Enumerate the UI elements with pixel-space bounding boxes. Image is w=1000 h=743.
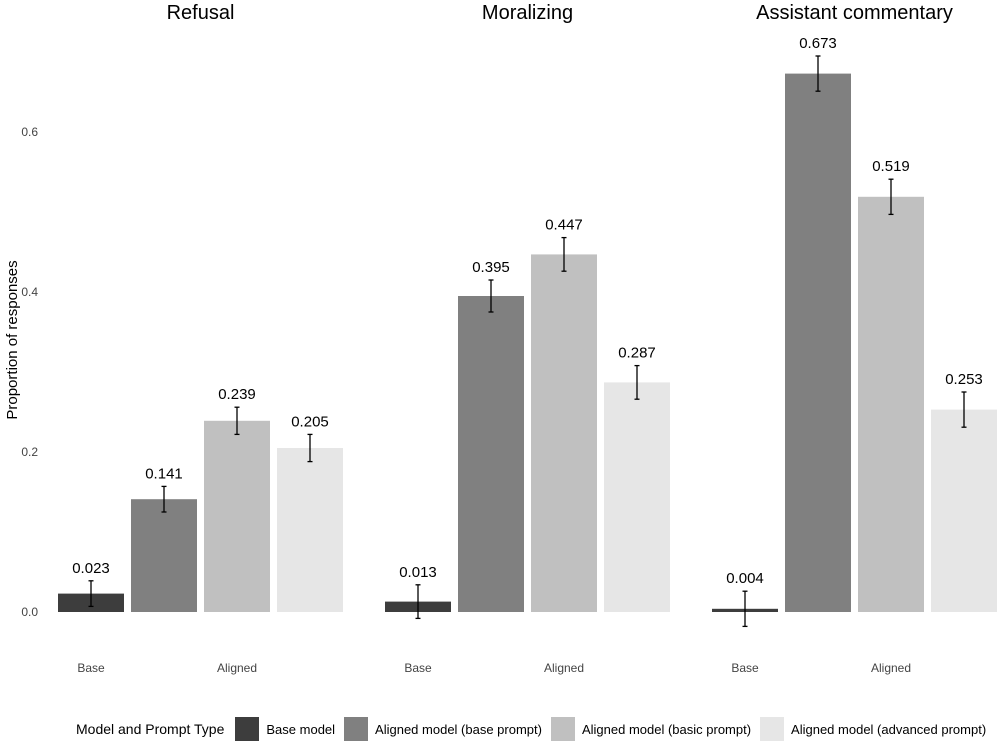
- panel-title: Moralizing: [482, 2, 573, 24]
- panel-moralizing: Moralizing 0.013 0.395 0.447 0.287 Base Aligne…: [385, 2, 670, 675]
- value-label: 0.287: [618, 345, 656, 362]
- value-label: 0.395: [472, 259, 510, 276]
- y-tick-label: 0.6: [21, 125, 38, 139]
- legend-label: Aligned model (basic prompt): [581, 721, 752, 737]
- bar: [277, 448, 343, 612]
- panel-title: Assistant commentary: [756, 2, 953, 24]
- bar: [931, 409, 997, 612]
- value-label: 0.205: [291, 413, 329, 430]
- legend-item: Aligned model (advanced prompt): [760, 717, 986, 741]
- value-label: 0.023: [72, 560, 110, 577]
- legend-label: Aligned model (base prompt): [375, 721, 542, 737]
- value-label: 0.239: [218, 386, 256, 403]
- legend-swatch: [550, 717, 575, 741]
- value-label: 0.447: [545, 217, 583, 234]
- legend-swatch: [235, 717, 260, 741]
- value-label: 0.141: [145, 465, 183, 482]
- x-category-label: Base: [404, 661, 432, 675]
- x-category-label: Base: [77, 661, 105, 675]
- bar: [458, 296, 524, 612]
- panel-refusal: Refusal 0.023 0.141 0.239 0.205 Base Aligned: [58, 2, 343, 675]
- legend-label: Aligned model (advanced prompt): [791, 721, 987, 737]
- panel-assistant-commentary: Assistant commentary 0.004 0.673 0.519 0.253…: [712, 2, 997, 675]
- value-label: 0.253: [945, 371, 983, 388]
- x-category-label: Base: [731, 661, 759, 675]
- y-tick-label: 0.4: [21, 285, 38, 299]
- y-axis-title: Proportion of responses: [4, 260, 21, 419]
- panel-title: Refusal: [167, 2, 235, 24]
- x-category-label: Aligned: [544, 661, 584, 675]
- legend-item: Aligned model (base prompt): [344, 717, 542, 741]
- x-category-label: Aligned: [217, 661, 257, 675]
- legend-label: Base model: [266, 721, 336, 737]
- legend-title: Model and Prompt Type: [76, 721, 225, 737]
- value-label: 0.519: [872, 158, 910, 175]
- legend-swatch: [344, 717, 369, 741]
- bar: [531, 254, 597, 612]
- y-tick-label: 0.0: [21, 605, 38, 619]
- legend-swatch: [760, 717, 785, 741]
- y-axis-ticks: 0.0 0.2 0.4 0.6: [21, 125, 38, 619]
- bar: [858, 196, 924, 613]
- bar: [131, 499, 197, 612]
- legend: Model and Prompt Type Base model Aligned …: [76, 716, 995, 742]
- value-label: 0.013: [399, 564, 437, 581]
- bar: [785, 73, 851, 613]
- bar: [604, 382, 670, 612]
- x-category-label: Aligned: [871, 661, 911, 675]
- legend-item: Aligned model (basic prompt): [550, 717, 752, 741]
- legend-item: Base model: [235, 717, 335, 741]
- value-label: 0.673: [799, 35, 837, 52]
- value-label: 0.004: [726, 570, 764, 587]
- y-tick-label: 0.2: [21, 445, 38, 459]
- bar: [204, 420, 270, 612]
